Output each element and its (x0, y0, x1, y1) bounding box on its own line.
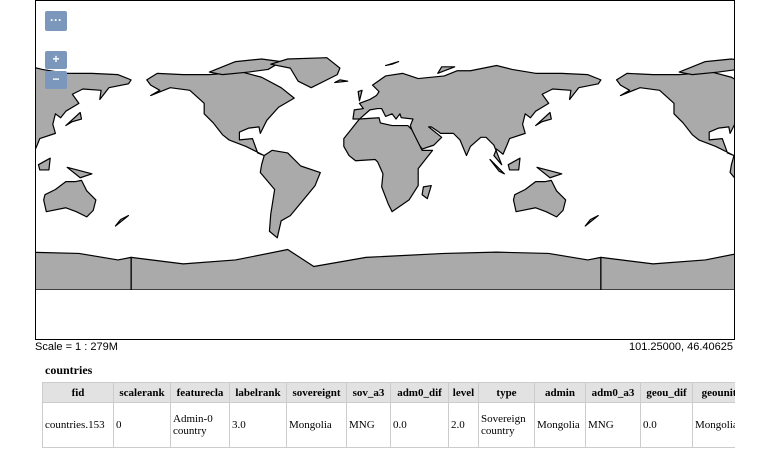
feature-table: fid scalerank featurecla labelrank sovereign… (42, 382, 735, 448)
table-cell: countries.153 (42, 402, 114, 448)
menu-button[interactable]: ··· (45, 11, 67, 31)
table-cell: Mongolia (534, 402, 586, 448)
layer-title: countries (45, 363, 93, 377)
table-row[interactable]: countries.153 0 Admin-0 country 3.0 Mongolia… (42, 402, 735, 448)
zoom-out-button[interactable]: − (45, 71, 67, 89)
column-header: adm0_a3 (585, 382, 641, 403)
column-header: level (448, 382, 479, 403)
feature-table-wrap: fid scalerank featurecla labelrank sovereign… (42, 382, 735, 450)
column-header: geounit (692, 382, 735, 403)
map-viewer[interactable]: ··· + − (35, 0, 735, 340)
table-cell: Sovereign country (478, 402, 535, 448)
table-cell: 3.0 (229, 402, 287, 448)
column-header: adm0_dif (390, 382, 449, 403)
map-canvas (36, 56, 734, 290)
table-cell: 0.0 (640, 402, 693, 448)
column-header: scalerank (113, 382, 171, 403)
land-layer (130, 56, 602, 290)
table-cell: MNG (346, 402, 391, 448)
column-header: admin (534, 382, 586, 403)
table-cell: Mongolia (286, 402, 347, 448)
table-cell: 2.0 (448, 402, 479, 448)
column-header: labelrank (229, 382, 287, 403)
header-row: fid scalerank featurecla labelrank sovereign… (42, 382, 735, 403)
table-cell: 0.0 (390, 402, 449, 448)
column-header: type (478, 382, 535, 403)
land-layer (600, 56, 734, 290)
scale-text: Scale = 1 : 279M (35, 341, 118, 353)
table-cell: Mongolia (692, 402, 735, 448)
column-header: sovereignt (286, 382, 347, 403)
column-header: featurecla (170, 382, 230, 403)
table-cell: 0 (113, 402, 171, 448)
world-map (36, 56, 734, 290)
land-layer (36, 56, 132, 290)
table-cell: Admin-0 country (170, 402, 230, 448)
column-header: geou_dif (640, 382, 693, 403)
coordinates-text: 101.25000, 46.40625 (629, 341, 733, 353)
column-header: fid (42, 382, 114, 403)
column-header: sov_a3 (346, 382, 391, 403)
table-cell: MNG (585, 402, 641, 448)
zoom-in-button[interactable]: + (45, 51, 67, 69)
